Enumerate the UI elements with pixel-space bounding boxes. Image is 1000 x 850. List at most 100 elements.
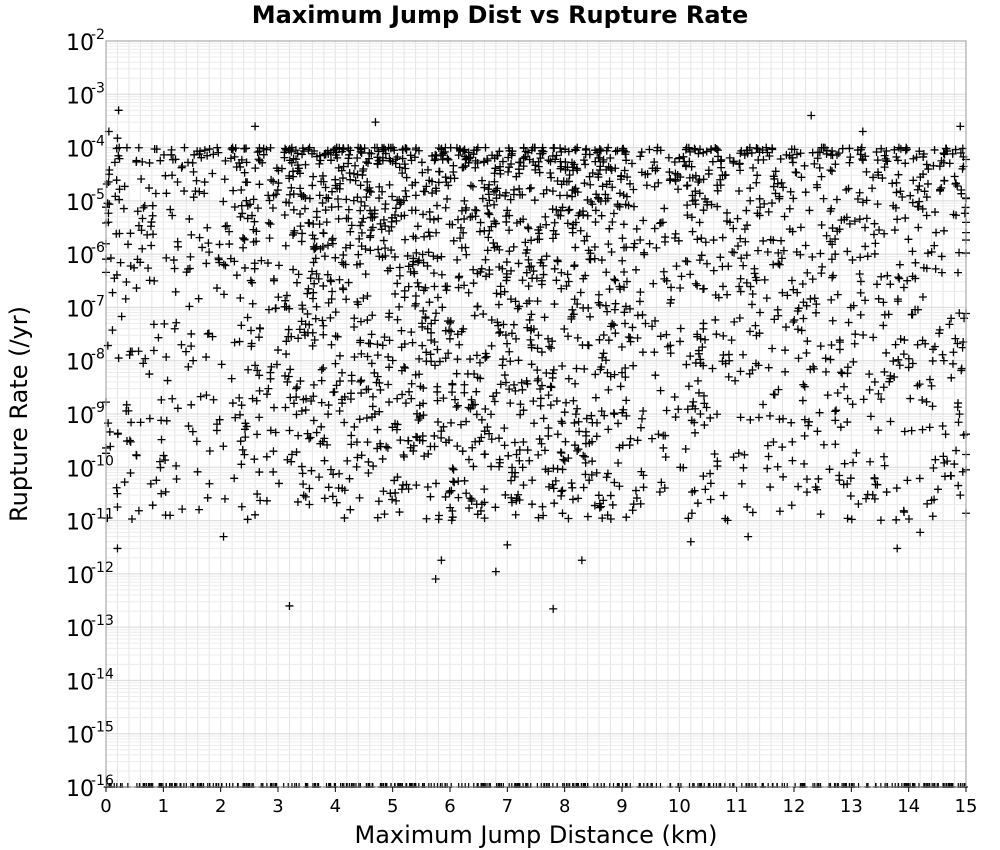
data-point	[611, 276, 620, 285]
data-point	[398, 481, 407, 490]
data-point	[219, 532, 228, 541]
data-point	[253, 430, 262, 439]
data-point	[439, 149, 448, 158]
data-points	[102, 106, 970, 613]
data-point	[568, 495, 577, 504]
data-point	[629, 185, 638, 194]
data-point	[530, 196, 539, 205]
data-point	[895, 260, 904, 269]
data-point	[714, 293, 723, 302]
data-point	[514, 490, 523, 499]
data-point	[540, 313, 549, 322]
data-point	[404, 282, 413, 291]
data-point	[535, 229, 544, 238]
data-point	[319, 229, 328, 238]
data-point	[487, 341, 496, 350]
data-point	[621, 373, 630, 382]
data-point	[319, 281, 328, 290]
data-point	[796, 250, 805, 259]
data-point	[702, 259, 711, 268]
data-point	[285, 601, 294, 610]
data-point	[312, 302, 321, 311]
data-point	[569, 220, 578, 229]
data-point	[855, 269, 864, 278]
data-point	[507, 498, 516, 507]
data-point	[870, 219, 879, 228]
data-point	[581, 458, 590, 467]
data-point	[227, 145, 236, 154]
data-point	[957, 189, 966, 198]
data-point	[400, 286, 409, 295]
data-point	[249, 225, 258, 234]
data-point	[913, 340, 922, 349]
data-point	[281, 144, 290, 153]
data-point	[415, 256, 424, 265]
data-point	[902, 143, 911, 152]
data-point	[827, 167, 836, 176]
data-point	[468, 182, 477, 191]
data-point	[535, 168, 544, 177]
data-point	[441, 173, 450, 182]
data-point	[316, 156, 325, 165]
y-tick-exponent: -9	[91, 400, 105, 416]
data-point	[850, 217, 859, 226]
data-point	[415, 370, 424, 379]
data-point	[558, 465, 567, 474]
data-point	[298, 301, 307, 310]
data-point	[508, 463, 517, 472]
data-point	[291, 146, 300, 155]
data-point	[188, 427, 197, 436]
data-point	[309, 172, 318, 181]
data-point	[317, 177, 326, 186]
data-point	[511, 386, 520, 395]
data-point	[166, 511, 175, 520]
data-point	[579, 274, 588, 283]
data-point	[353, 193, 362, 202]
data-point	[874, 294, 883, 303]
data-point	[376, 219, 385, 228]
data-point	[262, 145, 271, 154]
data-point	[742, 251, 751, 260]
data-point	[601, 356, 610, 365]
data-point	[454, 215, 463, 224]
data-point	[238, 209, 247, 218]
data-point	[506, 195, 515, 204]
data-point	[637, 467, 646, 476]
data-point	[426, 350, 435, 359]
data-point	[524, 224, 533, 233]
data-point	[747, 300, 756, 309]
data-point	[807, 111, 816, 120]
data-point	[203, 223, 212, 232]
data-point	[539, 414, 548, 423]
data-point	[363, 438, 372, 447]
data-point	[172, 475, 181, 484]
data-point	[951, 179, 960, 188]
data-point	[139, 359, 148, 368]
data-point	[658, 218, 667, 227]
data-point	[788, 437, 797, 446]
data-point	[133, 207, 142, 216]
data-point	[484, 190, 493, 199]
data-point	[777, 254, 786, 263]
data-point	[134, 347, 143, 356]
data-point	[305, 500, 314, 509]
data-point	[385, 227, 394, 236]
data-point	[690, 486, 699, 495]
data-point	[725, 356, 734, 365]
data-point	[327, 294, 336, 303]
data-point	[351, 161, 360, 170]
data-point	[895, 274, 904, 283]
data-point	[461, 206, 470, 215]
data-point	[280, 210, 289, 219]
data-point	[323, 440, 332, 449]
data-point	[303, 429, 312, 438]
data-point	[354, 300, 363, 309]
data-point	[562, 398, 571, 407]
data-point	[599, 155, 608, 164]
data-point	[326, 276, 335, 285]
data-point	[740, 150, 749, 159]
data-point	[935, 329, 944, 338]
data-point	[485, 210, 494, 219]
data-point	[571, 410, 580, 419]
data-point	[760, 199, 769, 208]
